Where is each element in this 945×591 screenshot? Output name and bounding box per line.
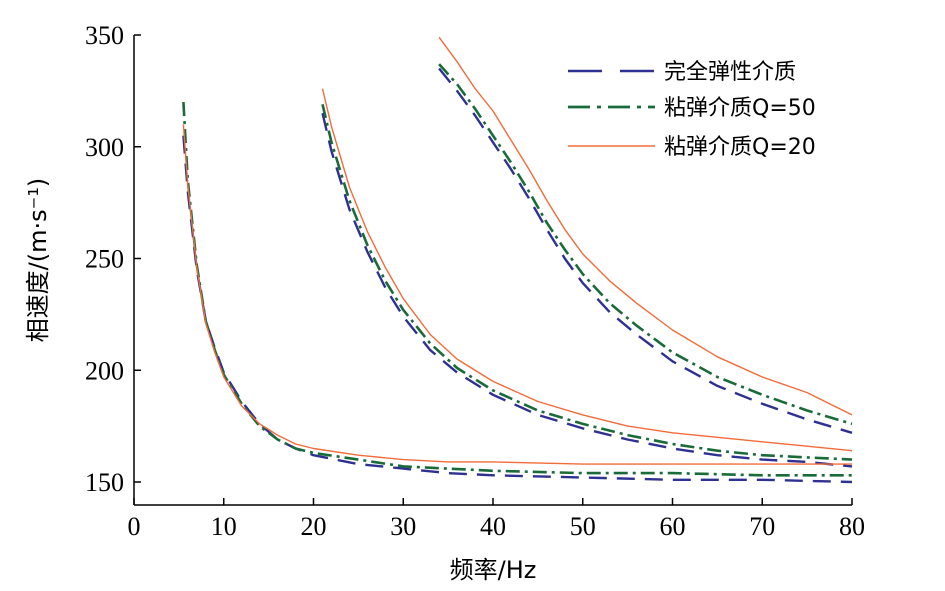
y-tick-label: 300 [85,133,124,162]
y-tick-label: 350 [85,21,124,50]
series-line-2-mode-2 [321,104,853,461]
plot-lines [182,36,853,484]
x-tick-label: 30 [390,512,416,541]
x-tick-label: 10 [211,512,237,541]
series-line-1-mode-2 [321,112,853,468]
x-ticks: 0 10 20 30 40 50 60 70 80 [128,498,865,541]
legend-label-3: 粘弹介质Q=20 [664,135,816,160]
y-tick-label: 250 [85,245,124,274]
x-tick-label: 70 [749,512,775,541]
series-line-1-mode-3 [438,67,853,434]
y-tick-label: 150 [85,468,124,497]
x-tick-label: 50 [570,512,596,541]
x-tick-label: 80 [839,512,865,541]
series-line-2-mode-3 [438,63,853,426]
x-axis-label: 频率/Hz [450,556,537,584]
series-line-3-mode-1 [182,124,852,465]
legend-label-2: 粘弹介质Q=50 [664,96,816,121]
x-tick-label: 0 [128,512,141,541]
x-tick-label: 40 [480,512,506,541]
y-axis-label: 相速度/(m·s⁻¹) [24,178,52,343]
y-ticks: 150 200 250 300 350 [85,21,141,497]
y-tick-label: 200 [85,356,124,385]
series-line-3-mode-2 [321,88,853,452]
x-tick-label: 20 [301,512,327,541]
series-line-3-mode-3 [438,36,853,416]
x-tick-label: 60 [660,512,686,541]
legend-label-1: 完全弹性介质 [664,60,796,85]
series-line-1-mode-1 [182,135,853,484]
